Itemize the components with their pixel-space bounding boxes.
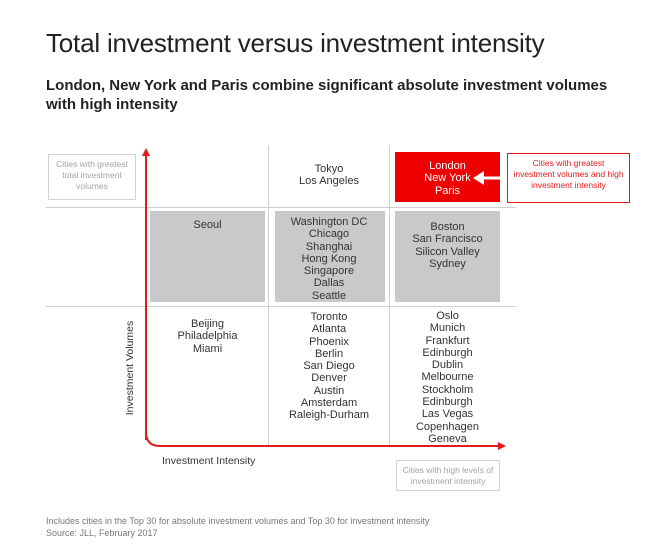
grid-line-horizontal-2 bbox=[46, 306, 516, 307]
footnote: Includes cities in the Top 30 for absolu… bbox=[46, 515, 429, 539]
y-axis-label: Investment Volumes bbox=[124, 320, 136, 416]
cell-bottom-center: Toronto Atlanta Phoenix Berlin San Diego… bbox=[288, 311, 370, 422]
cell-bottom-left: Beijing Philadelphia Miami bbox=[177, 318, 238, 355]
cell-mid-left: Seoul bbox=[193, 219, 222, 231]
cell-mid-center: Washington DC Chicago Shanghai Hong Kong… bbox=[290, 216, 368, 302]
x-axis-label: Investment Intensity bbox=[162, 455, 256, 467]
note-top-left: Cities with greatest total investment vo… bbox=[48, 154, 136, 200]
footnote-line-1: Includes cities in the Top 30 for absolu… bbox=[46, 516, 430, 526]
grid-line-vertical-1 bbox=[268, 145, 269, 445]
highlight-arrow-head bbox=[473, 171, 484, 185]
footnote-source: Source: JLL, February 2017 bbox=[46, 528, 158, 538]
cell-top-center: Tokyo Los Angeles bbox=[299, 163, 359, 188]
cell-bottom-right: Oslo Munich Frankfurt Edinburgh Dublin M… bbox=[415, 310, 479, 445]
grid-line-horizontal-1 bbox=[46, 207, 516, 208]
grid-line-vertical-2 bbox=[389, 145, 390, 445]
axis-corner bbox=[145, 431, 161, 447]
page-subtitle: London, New York and Paris combine signi… bbox=[46, 77, 608, 113]
highlight-box-mid-center bbox=[275, 211, 385, 302]
highlight-box-mid-right bbox=[395, 211, 500, 302]
note-bottom-right: Cities with high levels of investment in… bbox=[396, 460, 500, 491]
highlight-box-seoul bbox=[150, 211, 265, 302]
note-top-right: Cities with greatest investment volumes … bbox=[507, 153, 630, 203]
cell-mid-right: Boston San Francisco Silicon Valley Sydn… bbox=[412, 221, 483, 270]
page-title: Total investment versus investment inten… bbox=[46, 28, 545, 58]
cell-top-right: London New York Paris bbox=[424, 160, 471, 197]
